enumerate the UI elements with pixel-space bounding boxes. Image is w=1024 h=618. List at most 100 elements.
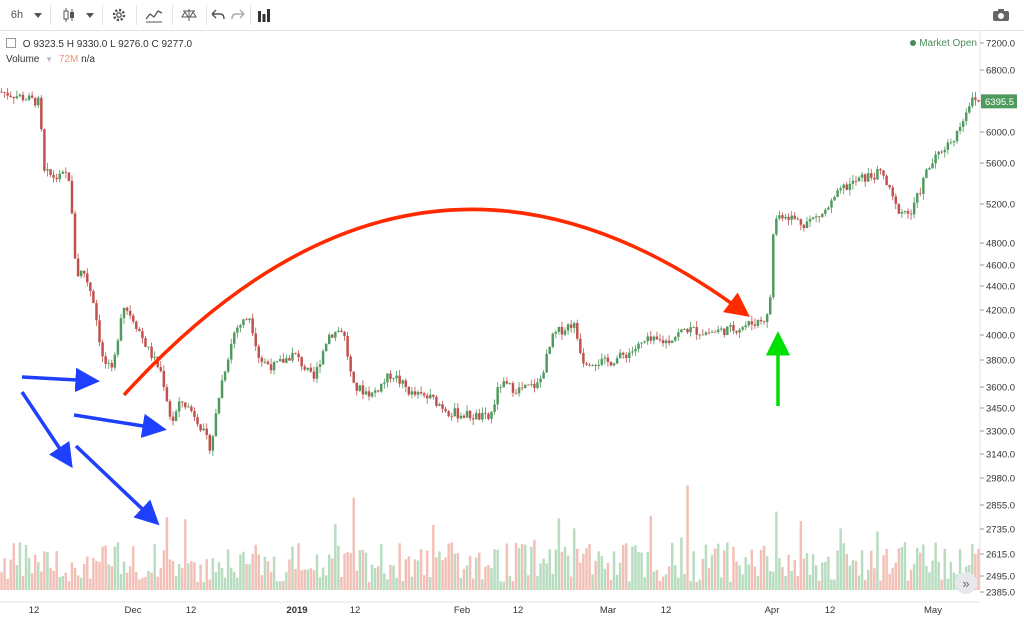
candle <box>551 332 555 349</box>
volume-bar <box>579 562 582 590</box>
candle <box>741 325 744 332</box>
volume-bar <box>827 556 830 590</box>
settings-button[interactable] <box>106 3 132 27</box>
low-value: 9276.0 <box>118 39 149 50</box>
bars-icon <box>258 9 270 22</box>
time-tick-label: 12 <box>825 605 836 616</box>
volume-bar <box>824 561 827 590</box>
candle <box>710 330 714 333</box>
interval-dropdown[interactable] <box>30 3 46 27</box>
volume-bar <box>569 576 573 590</box>
candle <box>824 208 827 217</box>
volume-bar <box>912 563 916 590</box>
volume-bar <box>897 548 901 590</box>
candle <box>131 313 135 325</box>
volume-bar <box>851 560 855 590</box>
candle <box>309 363 313 373</box>
candle <box>536 377 539 390</box>
volume-bar <box>196 581 199 590</box>
volume-legend: Volume ▼ 72M n/a <box>6 54 95 65</box>
collapse-icon[interactable] <box>6 38 16 48</box>
candle <box>977 99 980 103</box>
candle <box>89 281 92 297</box>
volume-bar <box>459 577 463 590</box>
volume-bar <box>735 561 738 590</box>
candle <box>768 294 772 316</box>
scroll-to-realtime-button[interactable]: » <box>955 572 977 594</box>
close-label: C <box>151 39 159 50</box>
volume-bar <box>680 537 683 590</box>
candle <box>416 390 420 399</box>
volume-bar <box>147 570 150 590</box>
candle <box>946 139 950 155</box>
volume-bar <box>919 552 922 590</box>
volume-bar <box>701 558 705 590</box>
chevron-down-icon[interactable]: ▼ <box>45 55 54 64</box>
candle <box>723 328 726 338</box>
candle <box>753 318 757 329</box>
candle <box>324 342 328 352</box>
price-tick-label: 2855.0 <box>986 501 1015 512</box>
volume-bar <box>465 565 469 590</box>
compare-button[interactable] <box>176 3 202 27</box>
candle <box>150 342 153 361</box>
chart-type-dropdown[interactable] <box>82 3 98 27</box>
volume-bar <box>618 562 622 590</box>
candle <box>288 355 291 361</box>
volume-bar <box>229 567 233 590</box>
candle <box>866 167 870 182</box>
candle <box>502 377 506 388</box>
volume-bar <box>3 558 6 590</box>
price-chart[interactable]: 7200.06800.06400.06000.05600.05200.04800… <box>0 30 1024 618</box>
candle <box>493 399 496 415</box>
volume-bar <box>156 576 159 590</box>
bars-button[interactable] <box>252 3 276 27</box>
candle <box>346 332 349 360</box>
undo-button[interactable] <box>208 3 228 27</box>
volume-bar <box>796 576 800 590</box>
candle <box>98 314 101 347</box>
volume-bar <box>493 549 496 590</box>
interval-button[interactable]: 6h <box>4 3 30 27</box>
candle <box>900 208 904 218</box>
volume-bar <box>456 553 460 590</box>
candle <box>652 335 656 345</box>
volume-bar <box>750 549 754 590</box>
chart-type-button[interactable] <box>56 3 82 27</box>
volume-bar <box>429 577 432 590</box>
candle <box>159 361 163 373</box>
candle <box>520 381 524 391</box>
volume-bar <box>257 554 261 590</box>
volume-bar <box>9 559 12 590</box>
volume-bar <box>922 544 925 590</box>
volume-bar <box>220 567 224 590</box>
time-tick-label: 12 <box>513 605 524 616</box>
candle <box>398 370 401 388</box>
candle <box>373 387 377 398</box>
redo-button[interactable] <box>228 3 248 27</box>
volume-bar <box>239 554 242 590</box>
candle <box>101 339 104 363</box>
screenshot-button[interactable] <box>986 3 1016 27</box>
candle <box>775 215 778 237</box>
candle <box>407 386 411 397</box>
volume-bar <box>799 521 803 590</box>
candle <box>778 210 781 221</box>
candle <box>594 363 597 372</box>
volume-bar <box>386 579 389 590</box>
volume-bar <box>576 548 579 590</box>
volume-bar <box>266 561 270 590</box>
candle <box>465 405 469 418</box>
time-tick-label: Apr <box>765 605 780 616</box>
volume-bar <box>793 560 796 590</box>
candle <box>686 327 689 334</box>
indicators-button[interactable] <box>140 3 168 27</box>
ohlc-legend: O 9323.5 H 9330.0 L 9276.0 C 9277.0 <box>6 38 192 50</box>
volume-bar <box>640 552 643 590</box>
volume-bar <box>517 548 521 590</box>
price-tick-label: 4200.0 <box>986 306 1015 317</box>
candle <box>817 216 821 223</box>
candle <box>294 352 297 355</box>
volume-bar <box>971 544 974 590</box>
candle <box>141 327 144 344</box>
